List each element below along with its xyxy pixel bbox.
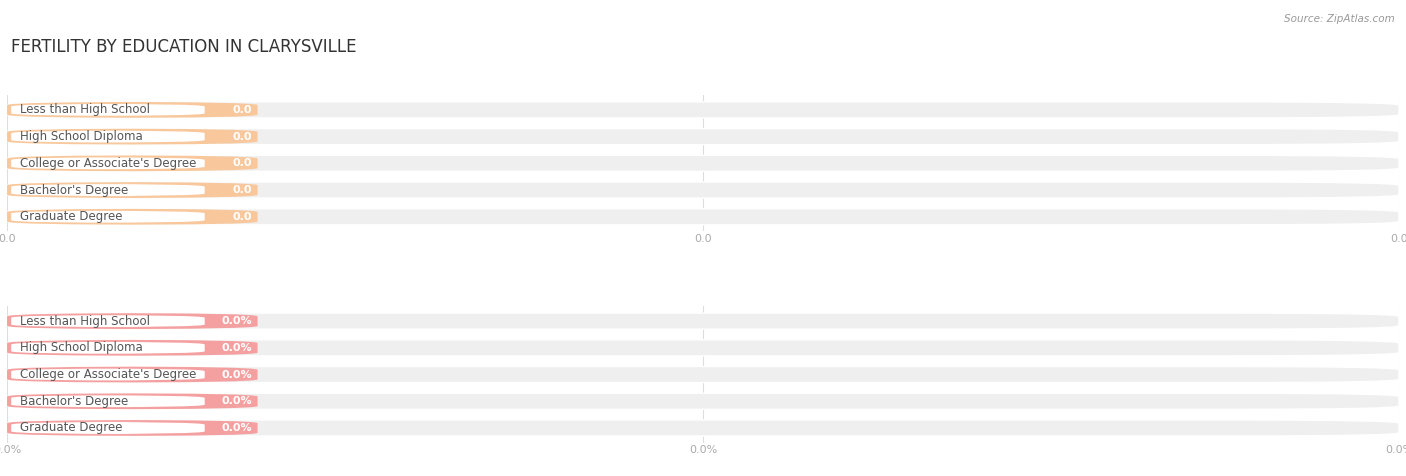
- FancyBboxPatch shape: [11, 104, 205, 116]
- Text: 0.0: 0.0: [232, 159, 252, 169]
- FancyBboxPatch shape: [7, 129, 1399, 145]
- FancyBboxPatch shape: [7, 209, 257, 225]
- FancyBboxPatch shape: [7, 129, 257, 145]
- Text: Source: ZipAtlas.com: Source: ZipAtlas.com: [1284, 14, 1395, 24]
- FancyBboxPatch shape: [7, 393, 1399, 409]
- FancyBboxPatch shape: [7, 420, 257, 436]
- Text: Less than High School: Less than High School: [20, 103, 149, 117]
- FancyBboxPatch shape: [11, 211, 205, 223]
- FancyBboxPatch shape: [7, 367, 257, 383]
- FancyBboxPatch shape: [7, 102, 1399, 118]
- FancyBboxPatch shape: [11, 130, 205, 143]
- Text: 0.0%: 0.0%: [221, 396, 252, 406]
- FancyBboxPatch shape: [7, 155, 257, 171]
- Text: 0.0%: 0.0%: [221, 343, 252, 353]
- FancyBboxPatch shape: [7, 313, 1399, 329]
- Text: College or Associate's Degree: College or Associate's Degree: [20, 157, 195, 170]
- Text: 0.0%: 0.0%: [221, 369, 252, 379]
- Text: Bachelor's Degree: Bachelor's Degree: [20, 395, 128, 408]
- FancyBboxPatch shape: [7, 182, 1399, 198]
- Text: Graduate Degree: Graduate Degree: [20, 421, 122, 435]
- FancyBboxPatch shape: [7, 367, 1399, 383]
- Text: 0.0: 0.0: [232, 105, 252, 115]
- FancyBboxPatch shape: [11, 315, 205, 327]
- FancyBboxPatch shape: [7, 340, 1399, 356]
- Text: Less than High School: Less than High School: [20, 315, 149, 327]
- FancyBboxPatch shape: [11, 368, 205, 381]
- Text: 0.0: 0.0: [232, 185, 252, 195]
- FancyBboxPatch shape: [7, 182, 257, 198]
- Text: 0.0: 0.0: [232, 132, 252, 142]
- FancyBboxPatch shape: [7, 209, 1399, 225]
- FancyBboxPatch shape: [11, 395, 205, 407]
- FancyBboxPatch shape: [11, 422, 205, 434]
- Text: Graduate Degree: Graduate Degree: [20, 210, 122, 223]
- Text: High School Diploma: High School Diploma: [20, 341, 142, 354]
- Text: Bachelor's Degree: Bachelor's Degree: [20, 184, 128, 197]
- Text: College or Associate's Degree: College or Associate's Degree: [20, 368, 195, 381]
- Text: 0.0: 0.0: [232, 212, 252, 222]
- FancyBboxPatch shape: [11, 157, 205, 169]
- FancyBboxPatch shape: [7, 340, 257, 356]
- Text: 0.0%: 0.0%: [221, 316, 252, 326]
- FancyBboxPatch shape: [7, 420, 1399, 436]
- FancyBboxPatch shape: [11, 342, 205, 354]
- FancyBboxPatch shape: [11, 184, 205, 196]
- Text: FERTILITY BY EDUCATION IN CLARYSVILLE: FERTILITY BY EDUCATION IN CLARYSVILLE: [11, 38, 357, 56]
- Text: 0.0%: 0.0%: [221, 423, 252, 433]
- FancyBboxPatch shape: [7, 393, 257, 409]
- FancyBboxPatch shape: [7, 155, 1399, 171]
- FancyBboxPatch shape: [7, 313, 257, 329]
- FancyBboxPatch shape: [7, 102, 257, 118]
- Text: High School Diploma: High School Diploma: [20, 130, 142, 143]
